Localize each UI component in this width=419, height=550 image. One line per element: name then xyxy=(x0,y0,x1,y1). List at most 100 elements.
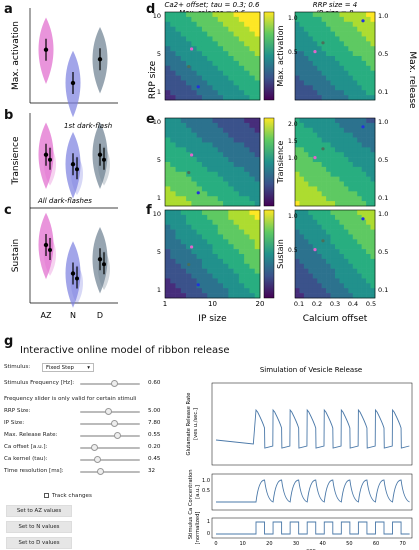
heatmap-cell xyxy=(170,21,176,27)
heatmap-cell xyxy=(352,288,358,294)
heatmap-cell xyxy=(348,41,354,47)
heatmap-cell xyxy=(330,239,336,245)
slider-handle[interactable] xyxy=(91,444,99,451)
control-slider[interactable] xyxy=(80,444,140,451)
heatmap-cell xyxy=(370,80,376,86)
heatmap-cell xyxy=(330,249,336,255)
heatmap-cell xyxy=(352,283,358,289)
heatmap-cell xyxy=(370,31,376,37)
slider-handle[interactable] xyxy=(96,468,104,475)
heatmap-cell xyxy=(165,191,171,197)
heatmap-cell xyxy=(186,12,192,18)
slider-handle[interactable] xyxy=(113,432,121,439)
control-slider[interactable] xyxy=(80,408,140,415)
slider-handle[interactable] xyxy=(110,420,118,427)
heatmap-cell xyxy=(370,26,376,32)
heatmap-cell xyxy=(186,224,192,230)
heatmap-cell xyxy=(348,293,354,299)
heatmap-cell xyxy=(233,210,240,216)
heatmap-cell xyxy=(357,249,362,255)
heatmap-cell xyxy=(207,41,213,47)
heatmap-cell xyxy=(217,239,224,245)
heatmap-cell xyxy=(228,191,234,197)
heatmap-cell xyxy=(212,152,219,158)
control-slider[interactable] xyxy=(80,420,140,427)
heatmap-cell xyxy=(217,16,224,23)
heatmap-cell xyxy=(244,181,250,187)
heatmap-cell xyxy=(238,273,245,279)
heatmap-cell xyxy=(180,41,187,47)
heatmap-cell xyxy=(303,162,309,168)
heatmap-cell xyxy=(228,127,234,133)
heatmap-cell xyxy=(244,268,250,274)
heatmap-cell xyxy=(207,283,213,289)
heatmap-cell xyxy=(317,127,322,133)
heatmap-cell xyxy=(352,142,358,148)
heatmap-cell xyxy=(196,147,203,153)
heatmap-cell xyxy=(165,224,171,230)
heatmap-cell xyxy=(312,118,318,124)
heatmap-cell xyxy=(233,31,240,37)
heatmap-cell xyxy=(223,234,229,240)
track-changes-control[interactable]: Track changes xyxy=(44,493,92,499)
track-changes-checkbox[interactable] xyxy=(44,493,49,498)
heatmap-cell xyxy=(175,191,182,197)
set-d-button[interactable]: Set to D values xyxy=(6,537,72,549)
heatmap-cell xyxy=(191,36,197,42)
heatmap-cell xyxy=(295,268,300,274)
heatmap-cell xyxy=(308,166,314,173)
slider-handle[interactable] xyxy=(94,456,101,463)
heatmap-cell xyxy=(165,31,171,37)
control-label: Ca offset [a.u.]: xyxy=(4,444,48,450)
heatmap-cell xyxy=(254,127,261,133)
heatmap-cell xyxy=(244,26,250,32)
heatmap-cell xyxy=(308,273,314,279)
heatmap-cell xyxy=(191,162,197,168)
heatmap-cell xyxy=(366,293,371,299)
heatmap-cell xyxy=(366,16,371,23)
heatmap-cell xyxy=(233,258,240,265)
heatmap-cell xyxy=(238,191,245,197)
heatmap-cell xyxy=(366,166,371,173)
heatmap-cell xyxy=(361,214,367,221)
heatmap-cell xyxy=(180,51,187,57)
slider-handle[interactable] xyxy=(110,380,118,387)
heatmap-cell xyxy=(180,21,187,27)
heatmap-cell xyxy=(343,127,349,133)
heatmap-cell xyxy=(295,26,300,32)
control-slider[interactable] xyxy=(80,456,140,463)
control-value: 5.00 xyxy=(148,408,161,414)
heatmap-cell xyxy=(217,65,224,71)
heatmap-cell xyxy=(370,244,376,250)
heatmap-dot xyxy=(187,262,191,267)
heatmap-cell xyxy=(361,283,367,289)
left-xtick: 1 xyxy=(163,300,167,308)
heatmap-cell xyxy=(339,127,345,133)
heatmap-cell xyxy=(357,16,362,23)
heatmap-cell xyxy=(357,26,362,32)
heatmap-cell xyxy=(165,51,171,57)
control-slider[interactable] xyxy=(80,432,140,439)
control-slider[interactable] xyxy=(80,380,140,387)
slider-handle[interactable] xyxy=(105,408,113,415)
heatmap-cell xyxy=(312,249,318,255)
heatmap-cell xyxy=(295,36,300,42)
heatmap-cell xyxy=(357,219,362,225)
heatmap-cell xyxy=(175,56,182,62)
heatmap-cell xyxy=(254,51,261,57)
heatmap-cell xyxy=(233,26,240,32)
set-az-button[interactable]: Set to AZ values xyxy=(6,505,72,517)
control-slider[interactable] xyxy=(80,468,140,475)
heatmap-cell xyxy=(343,288,349,294)
set-n-button[interactable]: Set to N values xyxy=(6,521,72,533)
right-ytick: 0.5 xyxy=(378,156,388,164)
heatmap-cell xyxy=(357,229,362,235)
heatmap-cell xyxy=(223,244,229,250)
heatmap-cell xyxy=(312,137,318,143)
heatmap-cell xyxy=(366,41,371,47)
heatmap-cell xyxy=(249,21,256,27)
stimulus-select[interactable]: Fixed Step ▾ xyxy=(42,363,94,372)
heatmap-cell xyxy=(295,90,300,96)
heatmap-cell xyxy=(326,118,331,124)
heatmap-cell xyxy=(326,85,331,91)
